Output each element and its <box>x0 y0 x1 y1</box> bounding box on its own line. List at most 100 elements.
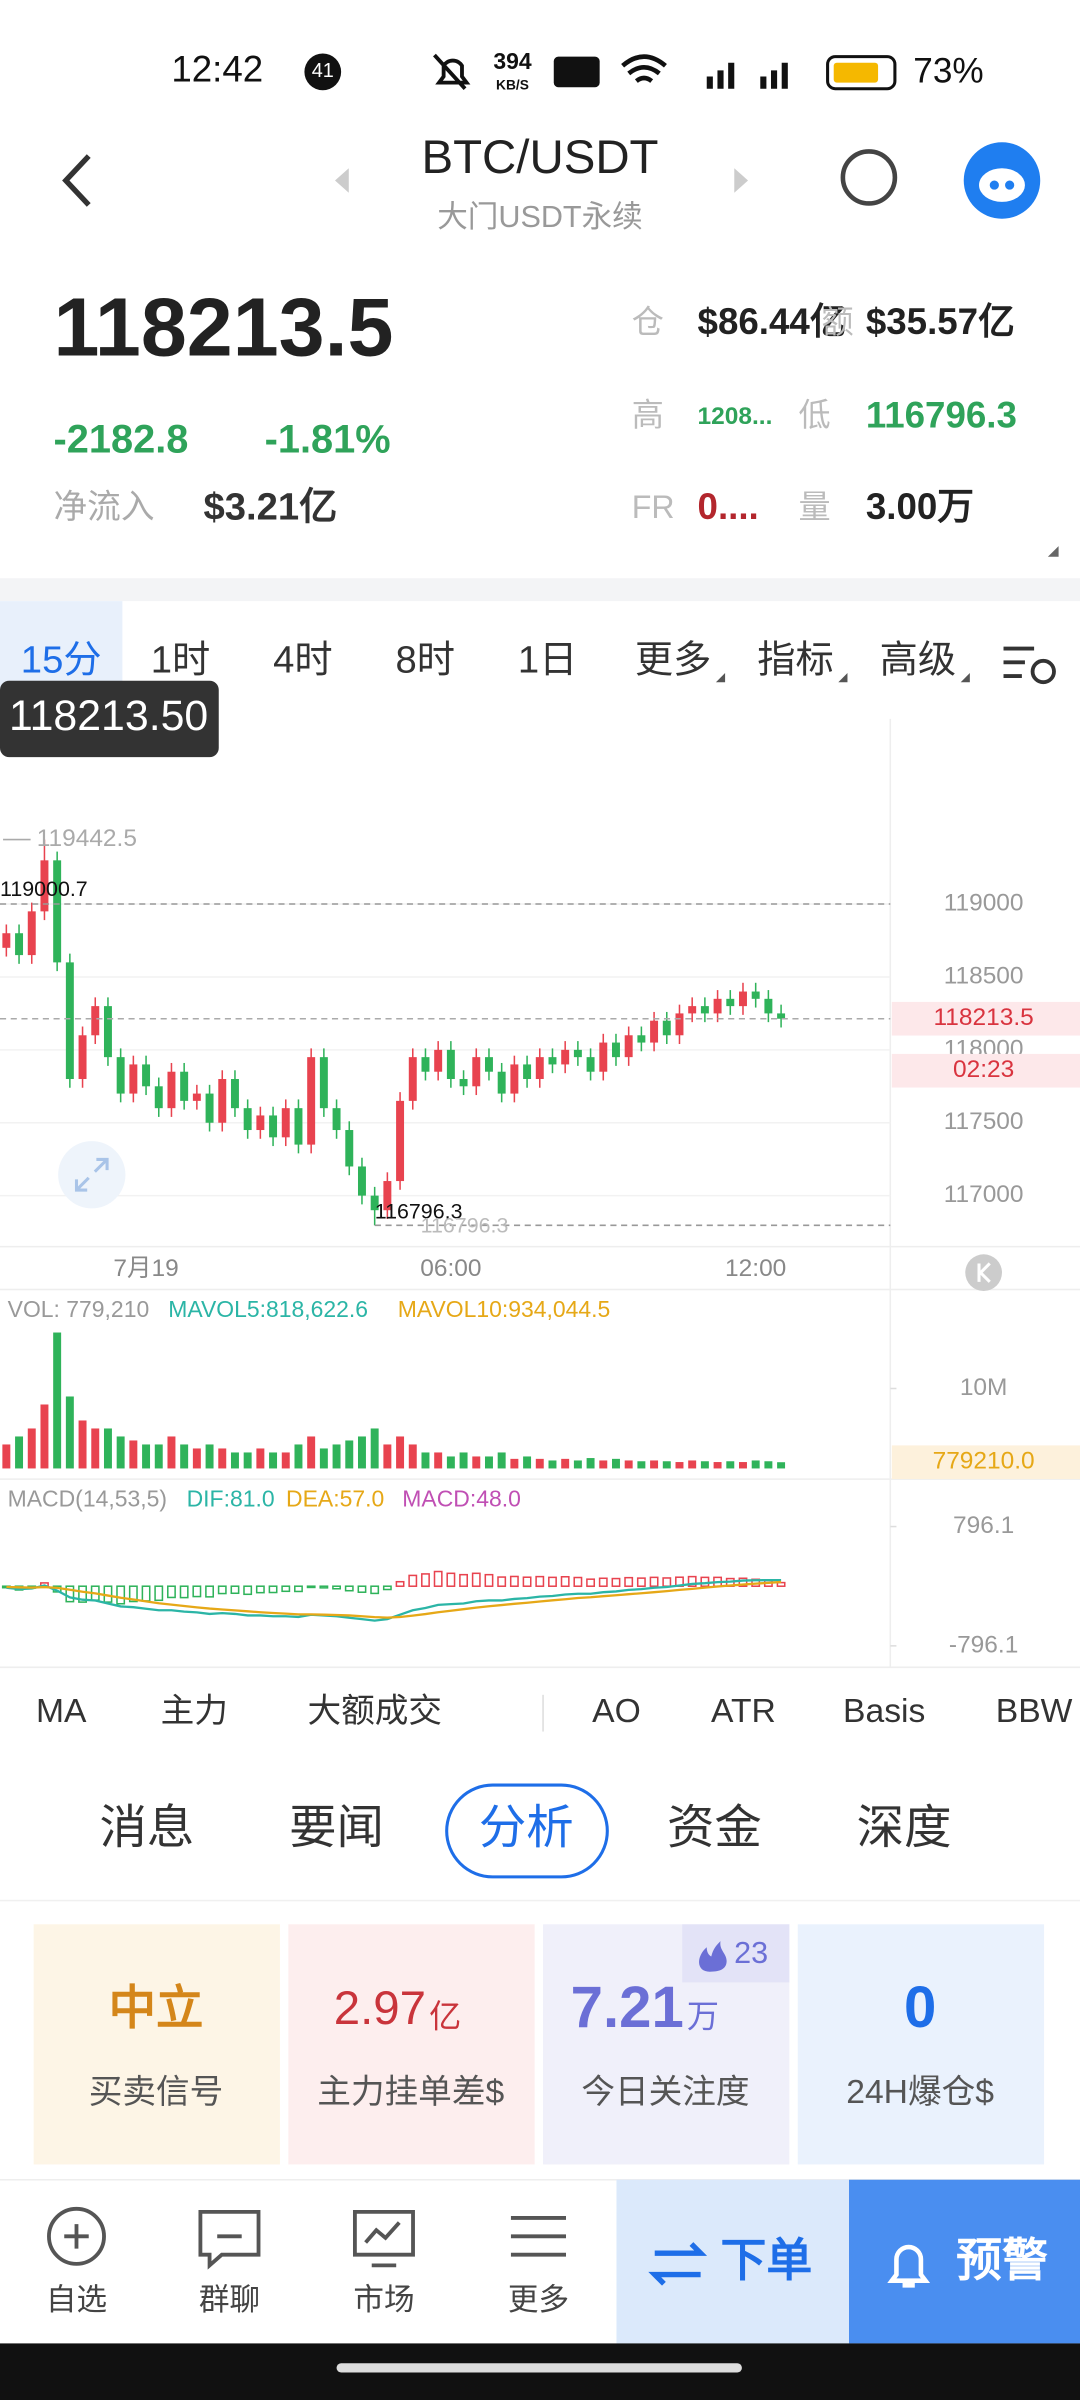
news-tab[interactable]: 分析 <box>479 1802 574 1855</box>
card-label: 24H爆仓$ <box>846 2073 994 2111</box>
macd-bar <box>611 1577 621 1587</box>
netflow: $3.21亿 <box>203 485 337 528</box>
volume-bar <box>192 1448 201 1469</box>
crosshair-box <box>0 680 219 758</box>
card-unit: 万 <box>687 1999 719 2035</box>
news-tab[interactable]: 要闻 <box>289 1802 384 1855</box>
speed-unit: KB/S <box>496 77 529 92</box>
volume-bar <box>269 1452 278 1469</box>
card[interactable] <box>797 1924 1045 2165</box>
indicator[interactable]: BBW <box>996 1693 1073 1730</box>
prev-pair[interactable] <box>335 168 349 193</box>
nav-label[interactable]: 市场 <box>353 2283 414 2317</box>
signal-icon <box>706 62 788 89</box>
marker-label: 119000.7 <box>0 877 88 901</box>
candle-body <box>408 1057 417 1101</box>
candle-body <box>484 1057 493 1072</box>
volume-bar <box>548 1460 557 1469</box>
indicator[interactable]: 大额成交 <box>308 1692 443 1730</box>
candle-body <box>307 1057 316 1145</box>
volume-bar <box>180 1444 189 1469</box>
avatar-eye <box>989 180 999 190</box>
change: -2182.8 <box>54 418 189 462</box>
nav-label[interactable]: 自选 <box>46 2283 107 2317</box>
timeframe-tab[interactable]: 指标 <box>757 638 833 681</box>
macd-bar <box>167 1585 176 1599</box>
macd-bar <box>433 1570 443 1587</box>
k-button[interactable] <box>965 1254 1002 1292</box>
next-pair[interactable] <box>734 168 749 193</box>
back-button[interactable] <box>62 154 91 207</box>
news-tab[interactable]: 消息 <box>99 1802 194 1855</box>
candle-body <box>269 1115 278 1138</box>
candle-body <box>357 1166 366 1196</box>
volume-bar <box>739 1462 747 1469</box>
nav-icon <box>64 2224 89 2249</box>
timeframe-tab[interactable]: 1时 <box>151 638 211 681</box>
volume-current-box <box>891 1445 1080 1480</box>
x-tick-label: 12:00 <box>725 1255 786 1282</box>
macd-bar <box>636 1577 646 1587</box>
candle-body <box>218 1079 227 1123</box>
macd-bar <box>255 1585 265 1594</box>
volume-bar <box>15 1436 24 1469</box>
volume-bar <box>523 1456 532 1469</box>
candle-body <box>205 1093 214 1123</box>
candle-body <box>319 1057 328 1109</box>
candle-body <box>535 1057 544 1080</box>
settings-icon[interactable] <box>1003 646 1035 679</box>
indicator[interactable]: ATR <box>711 1693 776 1730</box>
news-tab[interactable]: 资金 <box>667 1802 762 1855</box>
macd-bar <box>548 1576 557 1587</box>
macd-bar <box>179 1585 189 1599</box>
card-value: 0 <box>904 1975 936 2040</box>
news-tabs: 消息 要闻 分析 资金 深度 <box>99 1802 951 1855</box>
netflow-label: 净流入 <box>54 488 155 526</box>
card[interactable] <box>33 1924 280 2165</box>
news-tab[interactable]: 深度 <box>857 1802 952 1855</box>
macd-bar <box>408 1574 418 1587</box>
candle-body <box>91 1006 100 1036</box>
change-pct: -1.81% <box>265 418 391 462</box>
macd-bar <box>217 1585 227 1595</box>
timeframe-tab[interactable]: 4时 <box>273 638 333 681</box>
nav-label[interactable]: 群聊 <box>199 2283 260 2317</box>
indicator[interactable]: Basis <box>843 1693 925 1730</box>
macd-bar <box>598 1577 608 1587</box>
fullscreen-button[interactable] <box>58 1141 126 1209</box>
timeframe-tab[interactable]: 高级 <box>880 638 956 681</box>
volume-bar <box>675 1462 684 1469</box>
candle-body <box>281 1108 290 1138</box>
order-button[interactable] <box>616 2179 850 2344</box>
battery <box>826 55 897 91</box>
search-button[interactable] <box>840 149 898 206</box>
macd-bar <box>687 1575 697 1587</box>
candle-body <box>688 1006 697 1014</box>
card[interactable] <box>288 1924 535 2165</box>
tab-arrow <box>960 673 970 683</box>
macd-label: MACD:48.0 <box>402 1486 521 1512</box>
y-tick-label: 117000 <box>944 1181 1024 1208</box>
indicator[interactable]: 主力 <box>161 1692 228 1730</box>
macd-dif-label: DIF:81.0 <box>187 1486 275 1512</box>
stat-label: 高 <box>632 397 664 433</box>
volume-bar <box>484 1456 493 1469</box>
nav-label[interactable]: 更多 <box>508 2283 569 2317</box>
pair: BTC/USDT <box>421 131 658 184</box>
indicator[interactable]: AO <box>592 1693 641 1730</box>
timeframe-tab[interactable]: 15分 <box>21 638 102 681</box>
alert-button[interactable] <box>849 2179 1080 2344</box>
timeframe-tab[interactable]: 1日 <box>518 638 578 681</box>
volume-bar <box>40 1404 49 1469</box>
candle-body <box>154 1086 163 1109</box>
badge: 41 <box>312 60 334 82</box>
candle-body <box>167 1071 176 1109</box>
volume-title: VOL: 779,210 <box>8 1296 150 1322</box>
timeframe-tab[interactable]: 更多 <box>635 638 711 681</box>
macd-bar <box>459 1573 469 1587</box>
volume-bar <box>497 1452 506 1469</box>
indicator[interactable]: MA <box>36 1693 87 1730</box>
timeframe-tab[interactable]: 8时 <box>396 638 456 681</box>
